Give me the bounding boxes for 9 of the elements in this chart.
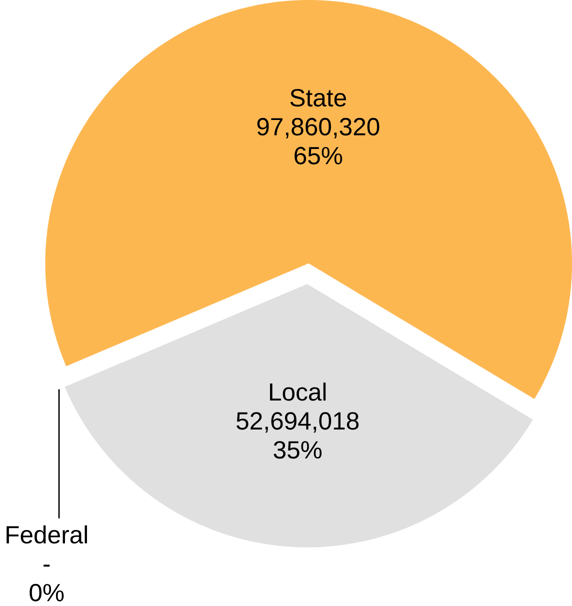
text: 0% — [30, 584, 64, 602]
data-label: 97,860,320 — [257, 118, 380, 138]
text: 65% — [294, 146, 342, 164]
text: - — [44, 564, 50, 567]
slice-label: State — [290, 89, 346, 107]
data-label: 52,694,018 — [236, 412, 359, 433]
text: 35% — [274, 441, 322, 459]
slice-label: Local — [270, 382, 326, 401]
category-label: Federal — [6, 525, 87, 544]
